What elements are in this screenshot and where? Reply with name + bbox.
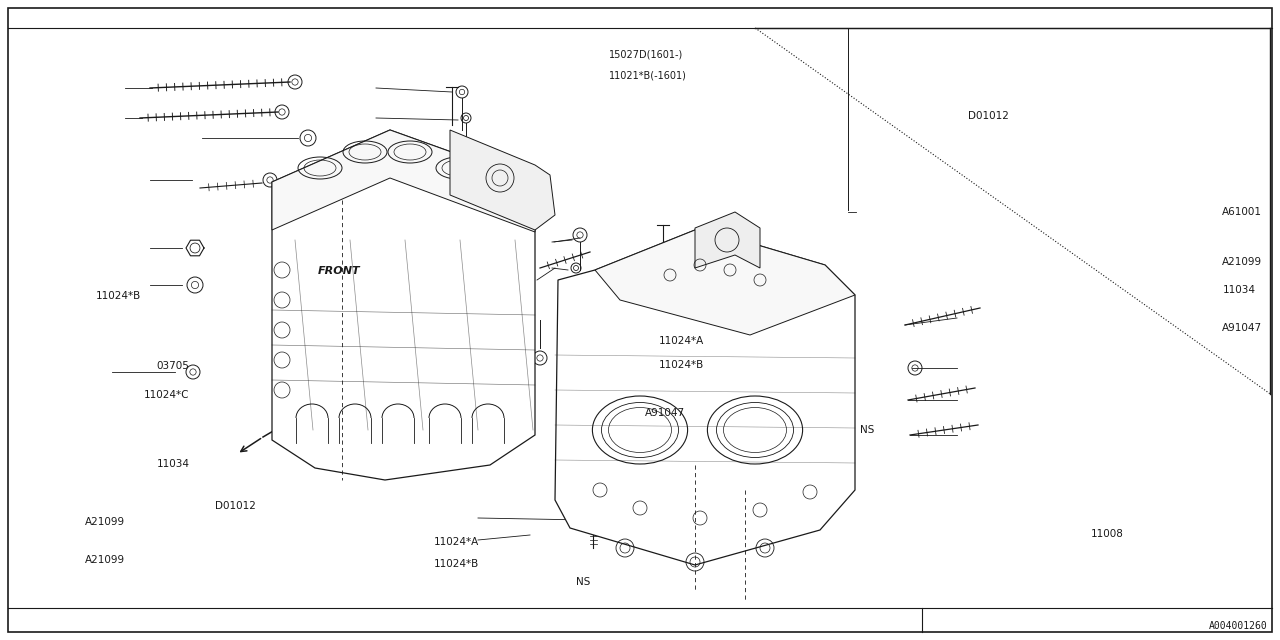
Text: 03705: 03705 [156, 361, 189, 371]
Text: 11024*B: 11024*B [506, 173, 550, 183]
Polygon shape [695, 212, 760, 268]
Text: FRONT: FRONT [317, 266, 360, 276]
Polygon shape [451, 130, 556, 230]
Text: NS: NS [860, 425, 874, 435]
Text: A004001260: A004001260 [1210, 621, 1268, 631]
Polygon shape [273, 130, 535, 232]
Text: 11024*B: 11024*B [96, 291, 141, 301]
Text: 11034: 11034 [1222, 285, 1256, 295]
Text: D01012: D01012 [968, 111, 1009, 122]
Text: 11021*B(-1601): 11021*B(-1601) [609, 70, 687, 81]
Text: A21099: A21099 [1222, 257, 1262, 268]
Text: A91047: A91047 [645, 408, 685, 418]
Text: NS: NS [576, 577, 590, 588]
Text: 11024*B: 11024*B [434, 559, 479, 570]
Polygon shape [556, 228, 855, 565]
Text: A91047: A91047 [1222, 323, 1262, 333]
Text: 11008: 11008 [1091, 529, 1124, 540]
Polygon shape [273, 130, 535, 480]
Text: A21099: A21099 [86, 516, 125, 527]
Text: 11034: 11034 [156, 459, 189, 469]
Text: 11024*C: 11024*C [143, 390, 189, 400]
Polygon shape [595, 228, 855, 335]
Text: A21099: A21099 [86, 555, 125, 565]
Text: 11024*B: 11024*B [659, 360, 704, 370]
Text: 11024*A: 11024*A [434, 537, 479, 547]
Text: D01012: D01012 [215, 500, 256, 511]
Text: A61001: A61001 [1222, 207, 1262, 218]
Text: 11024*A: 11024*A [659, 336, 704, 346]
Text: 15027D(1601-): 15027D(1601-) [609, 49, 684, 60]
